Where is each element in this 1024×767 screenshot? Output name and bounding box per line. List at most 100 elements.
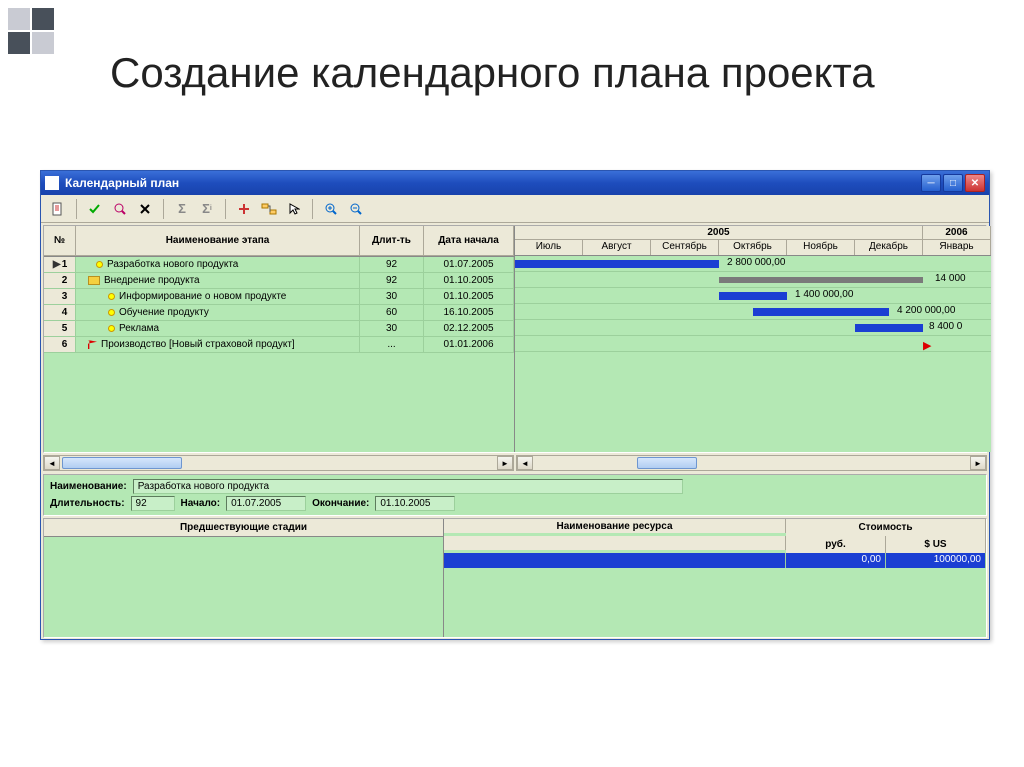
task-row[interactable]: 4Обучение продукту6016.10.2005 [44,305,514,321]
gantt-row[interactable]: 14 000 [515,272,991,288]
resources-panel[interactable]: Наименование ресурса Стоимость руб. $ US… [444,519,986,637]
month-header: Июль [515,240,583,255]
resource-rub-cell: 0,00 [786,553,886,568]
row-name: Обучение продукту [76,305,360,320]
task-bar[interactable] [855,324,923,332]
folder-icon [88,276,100,285]
month-header: Октябрь [719,240,787,255]
year-header: 2005 [515,226,923,239]
window-titlebar[interactable]: Календарный план ─ □ ✕ [41,171,989,195]
row-name: Разработка нового продукта [76,257,360,272]
gantt-row[interactable]: ▶ [515,336,991,352]
calendar-plan-window: Календарный план ─ □ ✕ Σ Σi № Наименован… [40,170,990,640]
circle-icon [108,293,115,300]
edit-icon[interactable] [47,198,69,220]
task-bar[interactable] [719,292,787,300]
gantt-row[interactable]: 4 200 000,00 [515,304,991,320]
scroll-right-button[interactable]: ► [970,456,986,470]
detail-panel: Наименование: Разработка нового продукта… [43,474,987,516]
task-row[interactable]: 2Внедрение продукта9201.10.2005 [44,273,514,289]
col-number[interactable]: № [44,226,76,256]
resource-name-cell [444,553,786,568]
task-row[interactable]: 3Информирование о новом продукте3001.10.… [44,289,514,305]
row-duration: 92 [360,257,424,272]
month-header: Сентябрь [651,240,719,255]
bar-label: 14 000 [935,273,966,284]
col-name[interactable]: Наименование этапа [76,226,360,256]
row-duration: 60 [360,305,424,320]
row-date: 16.10.2005 [424,305,514,320]
circle-icon [96,261,103,268]
row-duration: ... [360,337,424,352]
close-button[interactable]: ✕ [965,174,985,192]
task-row[interactable]: ▶1Разработка нового продукта9201.07.2005 [44,257,514,273]
window-icon [45,176,59,190]
row-date: 01.07.2005 [424,257,514,272]
task-bar[interactable] [515,260,719,268]
zoom-out-icon[interactable] [345,198,367,220]
predecessors-header: Предшествующие стадии [44,519,443,537]
detail-start-label: Начало: [181,498,221,509]
delete-icon[interactable] [134,198,156,220]
detail-duration-field[interactable]: 92 [131,496,175,511]
row-date: 01.01.2006 [424,337,514,352]
row-name: Информирование о новом продукте [76,289,360,304]
month-header: Август [583,240,651,255]
find-icon[interactable] [109,198,131,220]
row-number: ▶1 [44,257,76,272]
resource-usd-cell: 100000,00 [886,553,986,568]
gantt-row[interactable]: 8 400 0 [515,320,991,336]
scroll-left-button[interactable]: ◄ [44,456,60,470]
left-scrollbar[interactable]: ◄ ► [43,455,514,471]
window-title: Календарный план [65,176,179,190]
resource-row[interactable]: 0,00 100000,00 [444,553,986,568]
row-name: Внедрение продукта [76,273,360,288]
col-duration[interactable]: Длит-ть [360,226,424,256]
summary-bar[interactable] [719,277,923,283]
col-start-date[interactable]: Дата начала [424,226,514,256]
sum2-icon[interactable]: Σi [196,198,218,220]
bar-label: 4 200 000,00 [897,305,955,316]
bar-label: 1 400 000,00 [795,289,853,300]
row-duration: 30 [360,321,424,336]
row-date: 01.10.2005 [424,289,514,304]
scroll-left-button[interactable]: ◄ [517,456,533,470]
task-bar[interactable] [753,308,889,316]
predecessors-panel[interactable]: Предшествующие стадии [44,519,444,637]
maximize-button[interactable]: □ [943,174,963,192]
scroll-thumb[interactable] [62,457,182,469]
row-date: 02.12.2005 [424,321,514,336]
task-row[interactable]: 6Производство [Новый страховой продукт].… [44,337,514,353]
scroll-thumb[interactable] [637,457,697,469]
detail-name-label: Наименование: [50,481,127,492]
detail-end-field[interactable]: 01.10.2005 [375,496,455,511]
check-icon[interactable] [84,198,106,220]
scroll-right-button[interactable]: ► [497,456,513,470]
gantt-row[interactable]: 2 800 000,00 [515,256,991,272]
resource-name-header: Наименование ресурса [444,519,786,533]
row-number: 5 [44,321,76,336]
circle-icon [108,309,115,316]
add-icon[interactable] [233,198,255,220]
detail-start-field[interactable]: 01.07.2005 [226,496,306,511]
gantt-row[interactable]: 1 400 000,00 [515,288,991,304]
gantt-chart[interactable]: 20052006 ИюльАвгустСентябрьОктябрьНоябрь… [515,226,991,452]
circle-icon [108,325,115,332]
task-row[interactable]: 5Реклама3002.12.2005 [44,321,514,337]
select-icon[interactable] [283,198,305,220]
flag-icon [88,340,97,349]
milestone-flag-icon: ▶ [923,339,931,352]
link-icon[interactable] [258,198,280,220]
row-date: 01.10.2005 [424,273,514,288]
zoom-in-icon[interactable] [320,198,342,220]
row-number: 6 [44,337,76,352]
cost-header: Стоимость [786,519,986,537]
grid-header: № Наименование этапа Длит-ть Дата начала [44,226,514,257]
detail-name-field[interactable]: Разработка нового продукта [133,479,683,494]
usd-header: $ US [886,536,986,553]
minimize-button[interactable]: ─ [921,174,941,192]
right-scrollbar[interactable]: ◄ ► [516,455,987,471]
task-grid[interactable]: № Наименование этапа Длит-ть Дата начала… [44,226,515,452]
sum-icon[interactable]: Σ [171,198,193,220]
detail-duration-label: Длительность: [50,498,125,509]
